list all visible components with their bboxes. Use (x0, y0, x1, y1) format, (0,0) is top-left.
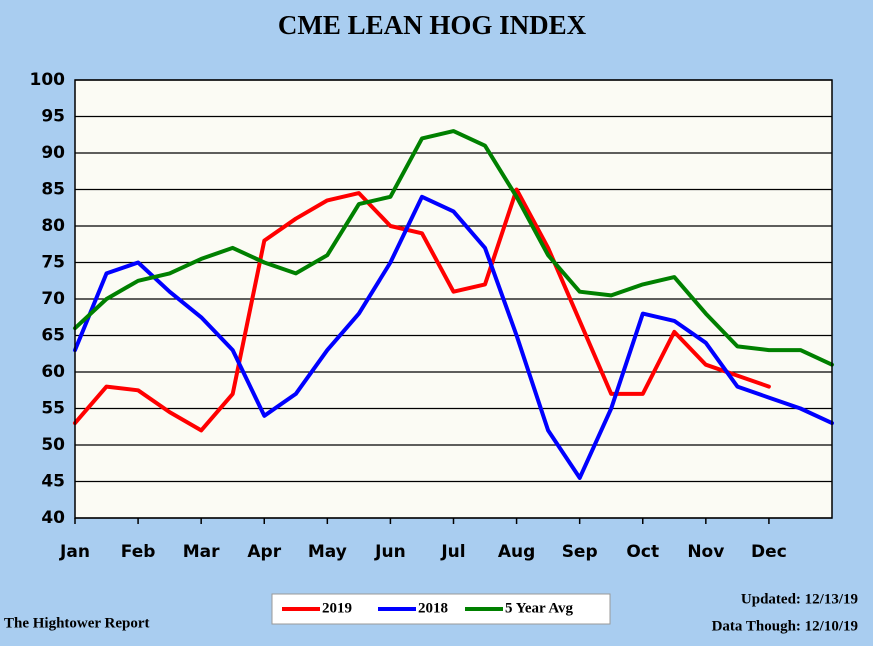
x-tick-label: Apr (247, 542, 281, 562)
x-tick-label: Mar (183, 542, 220, 562)
source: The Hightower Report (4, 615, 150, 631)
data-through: Data Though: 12/10/19 (712, 618, 858, 634)
y-tick-label: 50 (41, 435, 65, 455)
y-tick-label: 80 (41, 216, 65, 236)
series-line (73, 194, 834, 480)
x-tick-label: May (308, 542, 347, 562)
y-tick-label: 70 (41, 289, 65, 309)
y-tick-label: 45 (41, 472, 65, 492)
series-line (73, 187, 771, 433)
legend-label: 5 Year Avg (505, 600, 574, 616)
x-tick-label: Jul (440, 542, 465, 562)
y-tick-label: 90 (41, 143, 65, 163)
y-tick-label: 100 (30, 70, 66, 90)
y-tick-label: 85 (41, 180, 65, 200)
x-tick-label: Jan (59, 542, 90, 562)
x-tick-label: Nov (687, 542, 724, 562)
x-tick-label: Jun (374, 542, 406, 562)
x-tick-label: Aug (498, 542, 535, 562)
x-tick-label: Sep (562, 542, 598, 562)
legend (271, 593, 611, 625)
y-tick-label: 65 (41, 326, 65, 346)
x-tick-label: Feb (121, 542, 156, 562)
legend-label: 2018 (418, 600, 448, 616)
y-tick-label: 60 (41, 362, 65, 382)
y-tick-label: 75 (41, 253, 65, 273)
y-tick-label: 40 (41, 508, 65, 528)
y-tick-label: 55 (41, 399, 65, 419)
y-tick-label: 95 (41, 107, 65, 127)
series-line (73, 129, 834, 367)
updated: Updated: 12/13/19 (741, 591, 858, 607)
legend-label: 2019 (322, 600, 352, 616)
x-tick-label: Oct (626, 542, 659, 562)
x-tick-label: Dec (751, 542, 787, 562)
chart-title: CME LEAN HOG INDEX (278, 10, 587, 40)
